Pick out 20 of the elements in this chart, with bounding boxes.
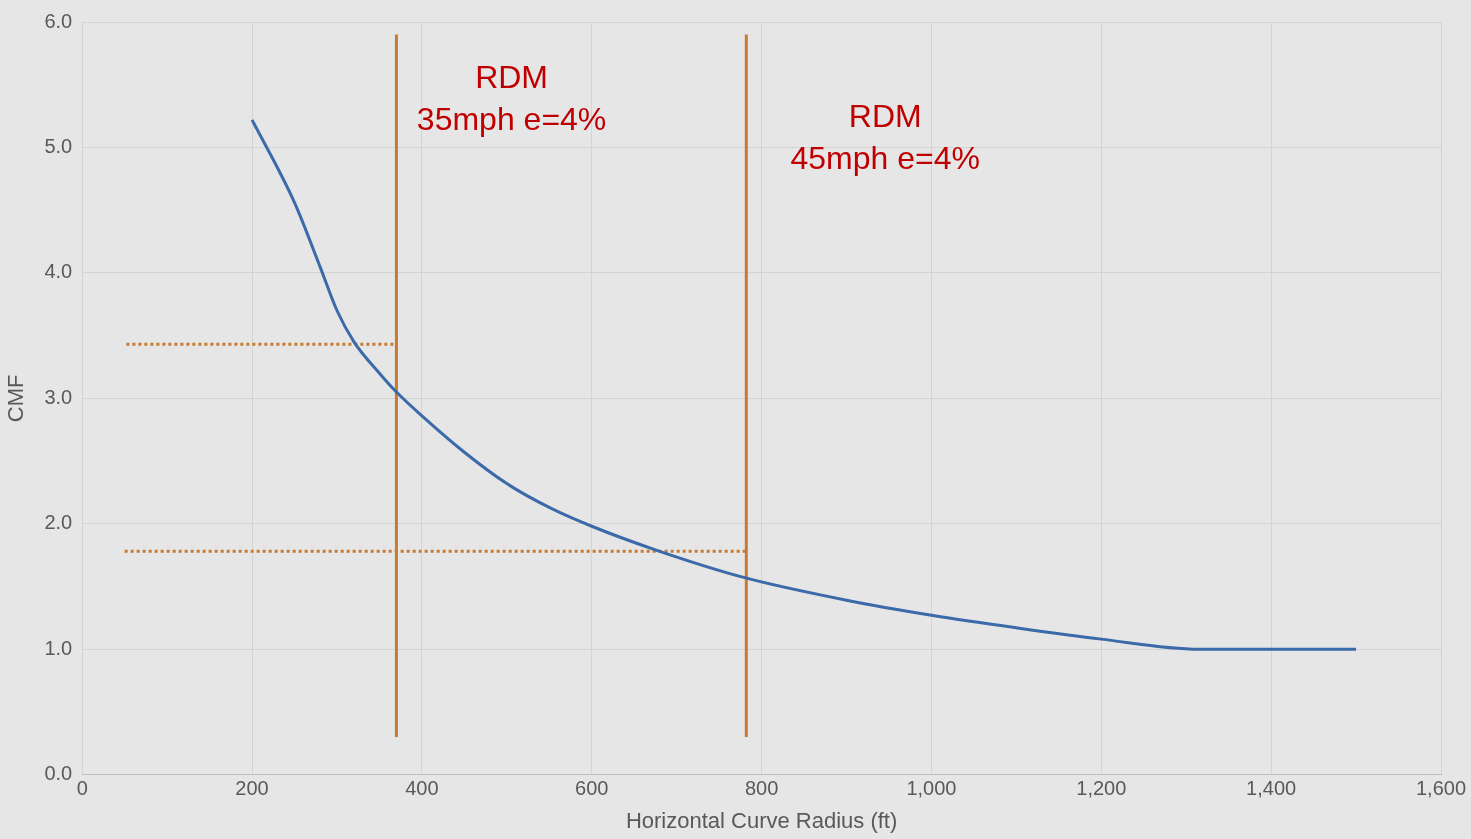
y-tick-label: 3.0 xyxy=(44,385,73,408)
annotation: RDM 35mph e=4% xyxy=(416,59,607,138)
x-tick-label: 1,400 xyxy=(1246,777,1297,800)
y-axis-title: CMF xyxy=(3,374,29,423)
x-tick-label: 800 xyxy=(744,777,779,800)
y-tick-label: 2.0 xyxy=(44,511,73,534)
y-tick-label: 6.0 xyxy=(44,9,73,32)
annotation: RDM 45mph e=4% xyxy=(790,98,980,177)
y-tick-label: 5.0 xyxy=(44,134,73,157)
y-tick-label: 0.0 xyxy=(44,762,73,785)
x-tick-label: 400 xyxy=(405,777,439,800)
x-tick-label: 1,000 xyxy=(906,777,957,800)
x-tick-label: 1,600 xyxy=(1415,777,1467,800)
x-axis-title: Horizontal Curve Radius (ft) xyxy=(625,807,898,833)
x-tick-label: 200 xyxy=(235,777,269,800)
x-tick-label: 1,200 xyxy=(1076,777,1127,800)
x-tick-label: 0 xyxy=(76,777,88,800)
y-tick-label: 4.0 xyxy=(44,260,73,283)
y-tick-label: 1.0 xyxy=(44,636,73,659)
x-tick-label: 600 xyxy=(575,777,609,800)
